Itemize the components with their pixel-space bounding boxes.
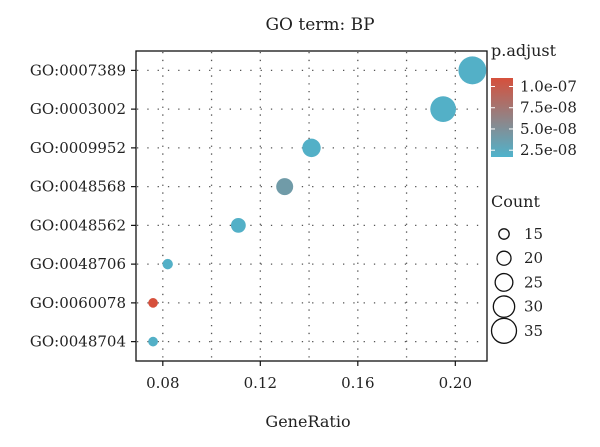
y-tick-label: GO:0007389	[30, 61, 126, 79]
size-legend-label: 20	[524, 249, 543, 267]
size-legend: Count 15 20 25 30 35	[490, 192, 543, 344]
y-tick-label: GO:0048704	[30, 333, 126, 351]
data-point	[458, 56, 487, 85]
size-legend-label: 15	[524, 225, 543, 243]
y-tick-label: GO:0060078	[30, 294, 126, 312]
color-legend-title: p.adjust	[491, 41, 557, 60]
size-legend-label: 25	[524, 273, 543, 291]
y-tick-label: GO:0009952	[30, 139, 126, 157]
size-legend-circle	[492, 295, 516, 318]
x-tick-label: 0.08	[146, 374, 179, 392]
size-legend-title: Count	[491, 192, 540, 211]
y-tick-label: GO:0048568	[30, 178, 126, 196]
data-point	[148, 298, 158, 308]
size-legend-circle	[496, 250, 512, 266]
size-legend-label: 35	[524, 322, 543, 340]
color-legend-bar	[491, 78, 513, 157]
data-point	[276, 178, 294, 196]
size-legend-circle	[494, 272, 514, 292]
x-tick-label: 0.20	[439, 374, 472, 392]
color-legend-label: 7.5e-08	[520, 99, 577, 117]
plot-border	[135, 50, 488, 362]
chart-title: GO term: BP	[265, 15, 374, 35]
data-point	[430, 96, 456, 122]
color-legend-label: 5.0e-08	[520, 120, 577, 138]
size-legend-circle	[490, 317, 518, 344]
color-legend-label: 2.5e-08	[520, 141, 577, 159]
data-point	[230, 217, 246, 233]
data-point	[162, 258, 173, 270]
y-tick-label: GO:0048706	[30, 255, 126, 273]
data-point	[302, 138, 321, 158]
y-tick-label: GO:0003002	[30, 100, 126, 118]
color-legend-label: 1.0e-07	[520, 77, 577, 95]
size-legend-label: 30	[524, 298, 543, 316]
data-point	[148, 336, 158, 347]
x-tick-label: 0.12	[244, 374, 277, 392]
color-legend: p.adjust 1.0e-07 7.5e-08 5.0e-08 2.5e-08	[491, 41, 577, 159]
x-axis-label: GeneRatio	[265, 412, 350, 431]
plot-panel: 0.08 0.12 0.16 0.20 GO:0007389 GO:0003002 GO:0…	[30, 50, 488, 392]
size-legend-circle	[498, 228, 510, 240]
x-tick-label: 0.16	[341, 374, 374, 392]
y-tick-label: GO:0048562	[30, 216, 126, 234]
